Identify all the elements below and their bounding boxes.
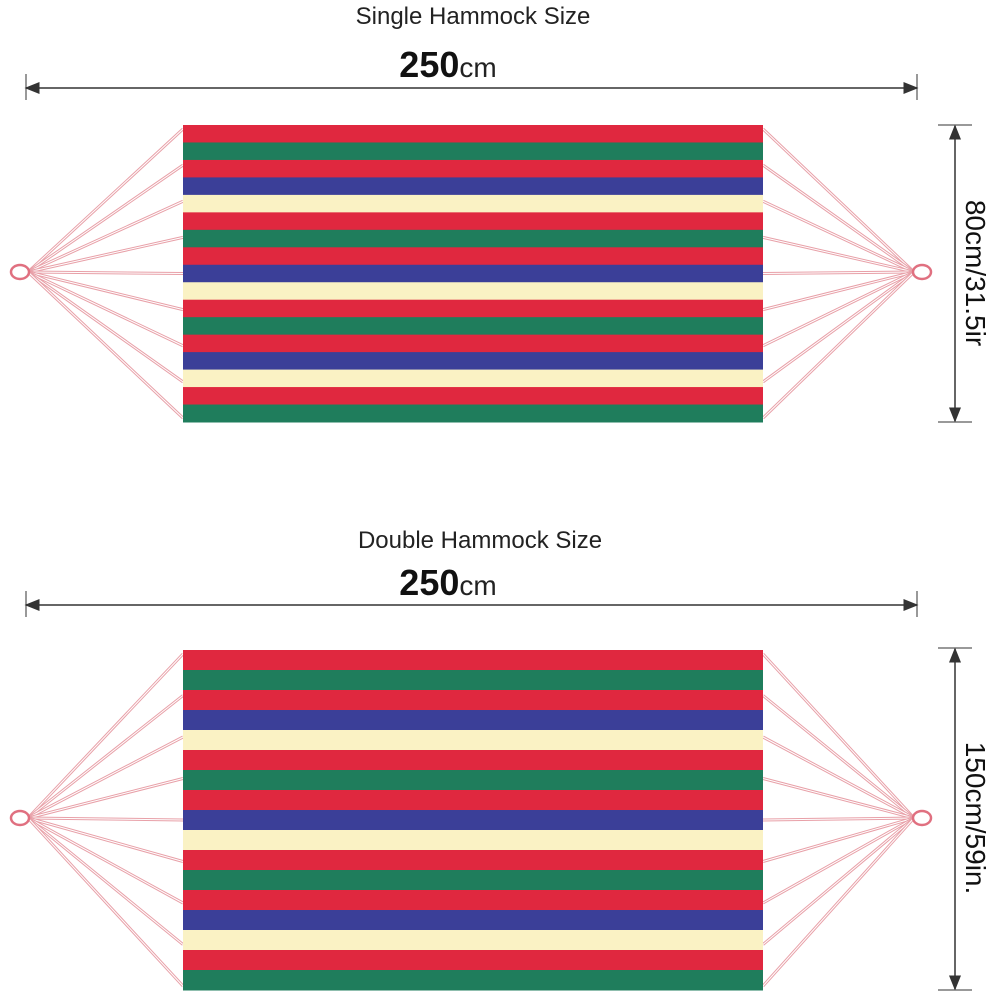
stripe [183, 730, 763, 751]
length-unit: cm [459, 570, 496, 601]
ring [9, 809, 31, 827]
stripe [183, 125, 763, 143]
stripe [183, 930, 763, 951]
rope [762, 817, 915, 862]
stripe [183, 387, 763, 406]
rope [27, 271, 184, 347]
stripe [183, 334, 763, 353]
rope [27, 128, 184, 273]
stripe [183, 229, 763, 248]
stripe [183, 690, 763, 711]
rope [27, 271, 184, 311]
stripe [183, 369, 763, 388]
stripe [183, 142, 763, 161]
title: Single Hammock Size [356, 3, 591, 30]
ring [9, 263, 31, 281]
length-number: 250 [399, 44, 459, 85]
rope [27, 778, 184, 819]
rope [27, 271, 184, 419]
rope [762, 271, 915, 347]
stripe [183, 159, 763, 178]
double-hammock: Double Hammock Size 250cm 150cm/59in. [9, 527, 991, 991]
stripe [183, 194, 763, 213]
rope [27, 736, 184, 819]
stripe [183, 650, 763, 671]
rope [27, 200, 184, 273]
length-number: 250 [399, 562, 459, 603]
rope [762, 128, 915, 273]
rope [762, 200, 915, 273]
title: Double Hammock Size [358, 527, 602, 554]
length-label: 250cm [399, 44, 496, 85]
rope [762, 817, 915, 821]
stripe [183, 750, 763, 771]
stripe [183, 670, 763, 691]
stripe [183, 830, 763, 851]
rope [762, 271, 915, 311]
stripe [183, 770, 763, 791]
rope [762, 817, 915, 945]
rope [27, 271, 184, 274]
rope [27, 817, 184, 987]
stripe [183, 910, 763, 931]
length-unit: cm [459, 52, 496, 83]
stripe [183, 950, 763, 971]
stripe [183, 970, 763, 991]
stripe [183, 870, 763, 891]
width-label: 150cm/59in. [960, 742, 991, 895]
stripe [183, 177, 763, 196]
stripe [183, 247, 763, 266]
stripe [183, 404, 763, 423]
rope [27, 236, 184, 273]
stripe [183, 264, 763, 283]
rope [762, 271, 915, 383]
width-label: 80cm/31.5ir [960, 200, 991, 346]
stripe [183, 352, 763, 371]
stripe [183, 282, 763, 301]
rope [762, 817, 915, 904]
rope [762, 653, 915, 819]
rope [762, 817, 915, 987]
stripe [183, 790, 763, 811]
rope [27, 653, 184, 819]
rope [762, 271, 915, 419]
rope [27, 817, 184, 821]
rope [762, 695, 915, 819]
stripe [183, 299, 763, 318]
stripe [183, 810, 763, 831]
rope [27, 271, 184, 383]
rope [27, 817, 184, 904]
rope [27, 164, 184, 273]
rope [27, 817, 184, 862]
length-label: 250cm [399, 562, 496, 603]
stripe [183, 850, 763, 871]
rope [762, 736, 915, 819]
rope [27, 817, 184, 945]
rope [762, 778, 915, 819]
ring [911, 263, 933, 281]
stripe [183, 212, 763, 231]
rope [27, 695, 184, 819]
stripe [183, 710, 763, 731]
stripe [183, 317, 763, 336]
single-hammock: Single Hammock Size 250cm 80cm/31.5ir [9, 3, 991, 423]
rope [762, 236, 915, 273]
rope [762, 164, 915, 273]
rope [762, 271, 915, 274]
ring [911, 809, 933, 827]
stripe [183, 890, 763, 911]
